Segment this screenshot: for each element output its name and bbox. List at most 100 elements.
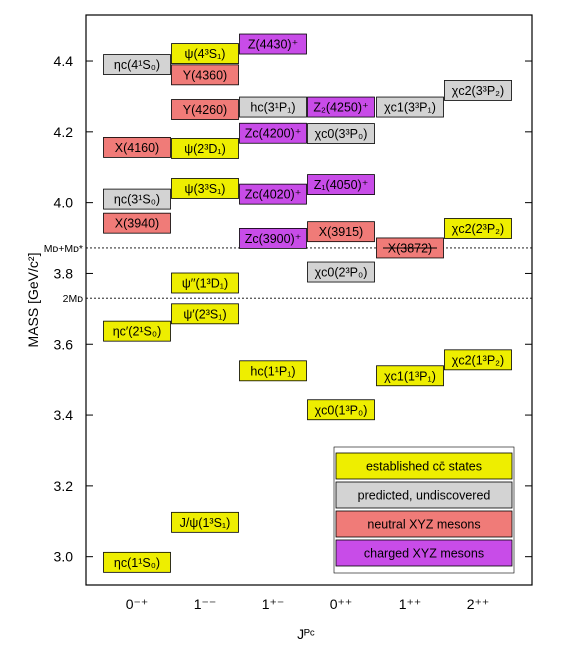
state-box-fill — [103, 320, 171, 342]
state-box-fill — [239, 227, 307, 249]
legend-entry: established cc̄ states — [335, 452, 513, 480]
state-label: X(3915) — [319, 225, 363, 239]
state-box-fill — [171, 511, 239, 533]
state-box-fill — [171, 303, 239, 325]
state-label: χc0(1³P₀) — [315, 403, 368, 417]
state-box: hc(3¹P₁) — [239, 96, 307, 118]
state-box: χc0(3³P₀) — [307, 123, 375, 145]
state-label: χc2(3³P₂) — [452, 84, 504, 98]
states: ηc(1¹S₀) ηc′(2¹S₀) X(3940) ηc(3¹S₀) X(4160) η… — [103, 33, 512, 573]
legend-entry: charged XYZ mesons — [335, 539, 513, 567]
state-label: ηc′(2¹S₀) — [113, 325, 162, 339]
state-box: ψ′(2³S₁) — [171, 303, 239, 325]
state-label: hc(1¹P₁) — [250, 364, 295, 378]
x-category-label: 1⁺⁻ — [262, 596, 285, 612]
y-tick-label: 3.8 — [54, 265, 74, 281]
state-box-fill — [171, 43, 239, 64]
state-box-fill — [103, 137, 171, 158]
state-box-fill — [239, 33, 307, 55]
state-label: Zc(4020)⁺ — [245, 188, 302, 202]
state-box: ηc′(2¹S₀) — [103, 320, 171, 342]
state-box: X(3872) — [376, 237, 444, 259]
state-label: Y(4360) — [183, 68, 227, 82]
state-box-fill — [307, 261, 375, 283]
state-box: χc2(3³P₂) — [444, 80, 512, 101]
state-label: ψ′(2³S₁) — [183, 307, 226, 321]
state-label: Z₁(4050)⁺ — [314, 178, 369, 192]
legend-label: predicted, undiscovered — [358, 489, 491, 503]
state-box-fill — [171, 64, 239, 86]
state-box-fill — [171, 272, 239, 294]
legend: established cc̄ states predicted, undisco… — [333, 446, 515, 574]
state-label: χc1(3³P₁) — [384, 101, 436, 115]
state-label: Y(4260) — [183, 103, 227, 117]
state-label: Zc(4200)⁺ — [245, 127, 302, 141]
x-category-label: 1⁺⁺ — [399, 596, 422, 612]
state-box: ψ′′(1³D₁) — [171, 272, 239, 294]
state-label: ψ(3³S₁) — [185, 182, 226, 196]
state-box-fill — [171, 99, 239, 120]
state-box-fill — [376, 365, 444, 387]
state-box-fill — [239, 96, 307, 118]
y-tick-label: 4.2 — [54, 124, 74, 140]
state-label: χc0(3³P₀) — [315, 127, 368, 141]
legend-frame — [333, 446, 515, 574]
y-axis-ticks: 3.0 3.2 3.4 3.6 3.8 4.0 4.2 4.4 — [54, 53, 532, 565]
x-category-label: 2⁺⁺ — [467, 596, 490, 612]
state-label: X(3940) — [115, 217, 159, 231]
state-box: ψ(4³S₁) — [171, 43, 239, 64]
state-label: ψ(4³S₁) — [185, 47, 226, 61]
state-box: Y(4360) — [171, 64, 239, 86]
state-box-fill — [307, 174, 375, 195]
state-label: hc(3¹P₁) — [250, 101, 295, 115]
state-box-fill — [444, 349, 512, 371]
state-label: J/ψ(1³S₁) — [180, 516, 231, 530]
state-box: Z(4430)⁺ — [239, 33, 307, 55]
state-box: ηc(3¹S₀) — [103, 188, 171, 210]
state-box-fill — [307, 96, 375, 118]
state-label: ψ(2³D₁) — [184, 142, 226, 156]
state-box: X(3940) — [103, 212, 171, 234]
plot-frame — [85, 14, 533, 586]
legend-swatch — [335, 481, 513, 509]
state-box-fill — [103, 551, 171, 573]
state-box-fill — [307, 399, 375, 421]
state-box: ψ(3³S₁) — [171, 178, 239, 199]
state-box: χc0(2³P₀) — [307, 261, 375, 283]
state-label: Zc(3900)⁺ — [245, 232, 302, 246]
legend-label: neutral XYZ mesons — [367, 518, 480, 532]
state-box: Z₁(4050)⁺ — [307, 174, 375, 195]
x-axis-title: Jᴾᶜ — [297, 626, 315, 642]
state-box-fill — [307, 221, 375, 243]
state-box-fill — [444, 80, 512, 101]
x-category-label: 0⁺⁺ — [330, 596, 353, 612]
state-label: χc0(2³P₀) — [315, 266, 368, 280]
state-label: ψ′′(1³D₁) — [182, 277, 228, 291]
state-box: ηc(4¹S₀) — [103, 54, 171, 75]
state-label: χc1(1³P₁) — [384, 369, 436, 383]
legend-swatch — [335, 452, 513, 480]
state-box: X(3915) — [307, 221, 375, 243]
legend-entry: neutral XYZ mesons — [335, 510, 513, 538]
state-box-fill — [103, 212, 171, 234]
state-label: χc2(2³P₂) — [452, 222, 504, 236]
legend-label: charged XYZ mesons — [364, 547, 484, 561]
state-label: ηc(3¹S₀) — [114, 193, 160, 207]
x-category-label: 1⁻⁻ — [194, 596, 217, 612]
state-box-fill — [444, 218, 512, 239]
y-tick-label: 4.0 — [54, 195, 74, 211]
legend-swatch — [335, 510, 513, 538]
x-axis-categories: 0⁻⁺ 1⁻⁻ 1⁺⁻ 0⁺⁺ 1⁺⁺ 2⁺⁺ — [126, 596, 490, 612]
threshold-label: 2Mᴅ — [63, 293, 84, 305]
state-box: Z₂(4250)⁺ — [307, 96, 375, 118]
legend-label: established cc̄ states — [366, 460, 482, 474]
state-box: χc2(2³P₂) — [444, 218, 512, 239]
state-label: Z(4430)⁺ — [248, 38, 298, 52]
y-axis-title: MASS [GeV/c²] — [25, 253, 41, 348]
state-box: hc(1¹P₁) — [239, 360, 307, 382]
y-tick-label: 3.0 — [54, 549, 74, 565]
state-box-fill — [171, 138, 239, 159]
y-tick-label: 3.4 — [54, 407, 74, 423]
y-tick-label: 3.6 — [54, 336, 74, 352]
